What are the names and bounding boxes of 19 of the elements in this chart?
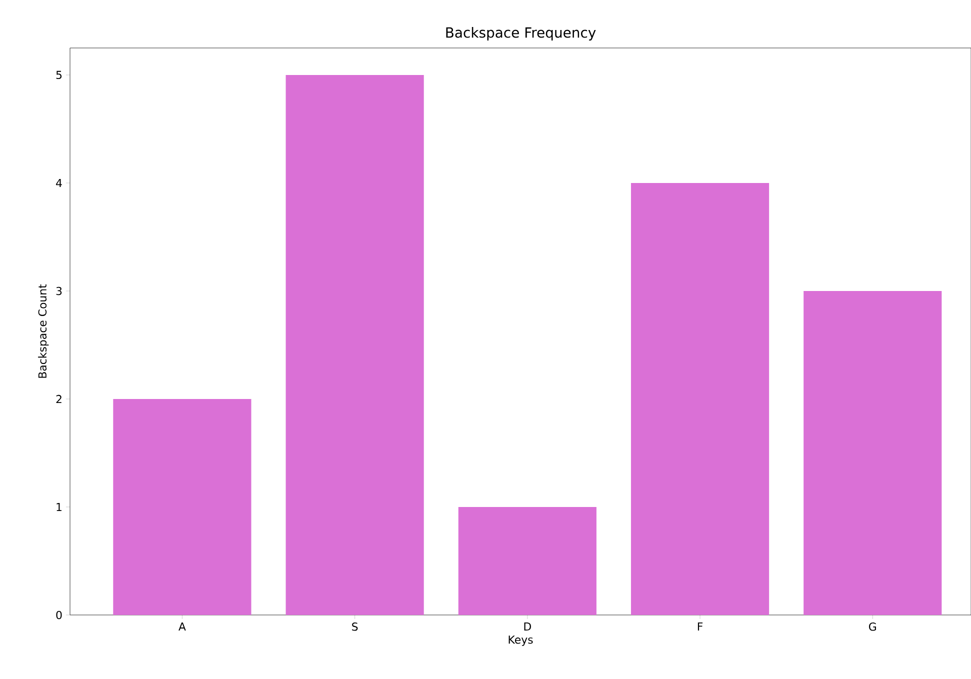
y-axis-title: Backspace Count bbox=[38, 284, 49, 378]
y-tick-label: 5 bbox=[56, 70, 62, 80]
x-tick-label: A bbox=[178, 622, 186, 630]
y-tick-label: 3 bbox=[56, 286, 62, 296]
x-tick-label: S bbox=[352, 622, 358, 631]
bar bbox=[458, 506, 596, 615]
y-tick-label: 0 bbox=[56, 610, 62, 620]
bar bbox=[286, 74, 424, 615]
bar bbox=[630, 182, 770, 615]
x-axis-title: Keys bbox=[508, 636, 533, 646]
bar bbox=[113, 398, 252, 615]
bar bbox=[804, 290, 942, 615]
chart-title: Backspace Frequency bbox=[446, 26, 596, 40]
y-tick-label: 2 bbox=[56, 394, 62, 404]
y-tick-label: 4 bbox=[56, 178, 62, 187]
x-tick-label: F bbox=[698, 622, 703, 630]
y-tick-label: 1 bbox=[56, 502, 62, 511]
x-tick-label: D bbox=[524, 622, 531, 630]
x-tick-label: G bbox=[868, 622, 876, 631]
